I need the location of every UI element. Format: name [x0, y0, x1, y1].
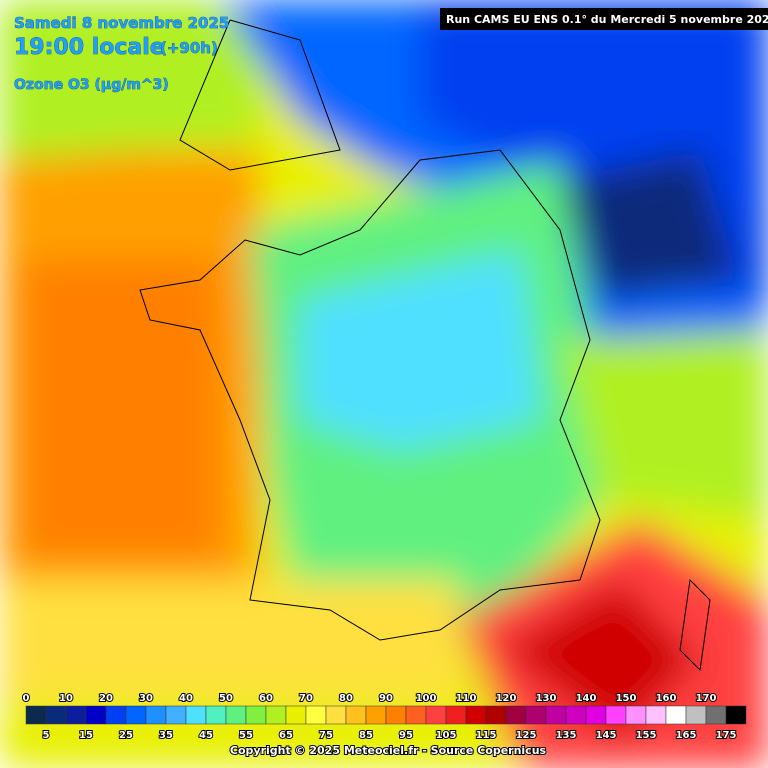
- legend-swatch: [345, 705, 367, 725]
- legend-label: 10: [59, 693, 73, 704]
- legend-swatch: [105, 705, 127, 725]
- legend-label: 160: [656, 693, 677, 704]
- legend-label: 175: [716, 730, 737, 741]
- legend-swatch: [645, 705, 667, 725]
- legend-label: 45: [199, 730, 213, 741]
- legend-swatch: [85, 705, 107, 725]
- legend-label: 120: [496, 693, 517, 704]
- legend-label: 50: [219, 693, 233, 704]
- legend-label: 105: [436, 730, 457, 741]
- legend-swatch: [625, 705, 647, 725]
- legend-swatch: [145, 705, 167, 725]
- forecast-time: 19:00 locale: [14, 35, 165, 60]
- legend-swatch: [545, 705, 567, 725]
- legend-label: 80: [339, 693, 353, 704]
- legend-swatch: [405, 705, 427, 725]
- legend-swatch: [385, 705, 407, 725]
- legend-label: 5: [43, 730, 50, 741]
- legend-label: 75: [319, 730, 333, 741]
- legend-swatch: [45, 705, 67, 725]
- legend-swatch: [685, 705, 707, 725]
- legend-label: 0: [23, 693, 30, 704]
- legend-swatch: [325, 705, 347, 725]
- legend-swatch: [425, 705, 447, 725]
- legend-label: 125: [516, 730, 537, 741]
- legend-swatch: [365, 705, 387, 725]
- legend-label: 115: [476, 730, 497, 741]
- legend-swatch: [605, 705, 627, 725]
- legend-label: 65: [279, 730, 293, 741]
- legend-label: 55: [239, 730, 253, 741]
- legend-label: 85: [359, 730, 373, 741]
- legend-label: 20: [99, 693, 113, 704]
- legend-swatch: [445, 705, 467, 725]
- forecast-date: Samedi 8 novembre 2025: [14, 14, 229, 32]
- legend-label: 95: [399, 730, 413, 741]
- legend-swatch: [205, 705, 227, 725]
- legend-swatch: [165, 705, 187, 725]
- lead-time: (+90h): [160, 39, 218, 57]
- legend-swatch: [505, 705, 527, 725]
- legend-label: 90: [379, 693, 393, 704]
- legend-label: 135: [556, 730, 577, 741]
- legend-swatch: [25, 705, 47, 725]
- legend-swatch: [485, 705, 507, 725]
- legend-label: 15: [79, 730, 93, 741]
- legend-label: 110: [456, 693, 477, 704]
- legend-label: 60: [259, 693, 273, 704]
- legend-swatch: [585, 705, 607, 725]
- legend-swatch: [285, 705, 307, 725]
- legend-swatch: [725, 705, 747, 725]
- legend-swatch: [665, 705, 687, 725]
- legend-swatch: [185, 705, 207, 725]
- legend-label: 25: [119, 730, 133, 741]
- legend-swatch: [265, 705, 287, 725]
- legend-label: 170: [696, 693, 717, 704]
- legend-swatch: [565, 705, 587, 725]
- legend-swatch: [125, 705, 147, 725]
- legend-swatch: [525, 705, 547, 725]
- legend-swatch: [305, 705, 327, 725]
- legend-swatch: [65, 705, 87, 725]
- coastlines: [139, 19, 711, 672]
- legend-swatch: [465, 705, 487, 725]
- copyright: Copyright © 2025 Meteociel.fr - Source C…: [230, 744, 547, 757]
- legend-label: 130: [536, 693, 557, 704]
- legend-label: 140: [576, 693, 597, 704]
- run-info: Run CAMS EU ENS 0.1° du Mercredi 5 novem…: [446, 13, 768, 26]
- legend-label: 155: [636, 730, 657, 741]
- legend-swatch: [705, 705, 727, 725]
- legend-label: 40: [179, 693, 193, 704]
- legend-swatch: [245, 705, 267, 725]
- legend-label: 70: [299, 693, 313, 704]
- legend-label: 35: [159, 730, 173, 741]
- legend-label: 100: [416, 693, 437, 704]
- color-legend: 0 10 20 30 40 50 60 70 80 90 100 110 120 130 140 150 160…: [22, 692, 747, 742]
- run-box: [440, 8, 768, 30]
- legend-label: 145: [596, 730, 617, 741]
- variable-name: Ozone O3 (µg/m^3): [14, 77, 169, 93]
- legend-swatch: [225, 705, 247, 725]
- legend-label: 165: [676, 730, 697, 741]
- legend-label: 150: [616, 693, 637, 704]
- legend-label: 30: [139, 693, 153, 704]
